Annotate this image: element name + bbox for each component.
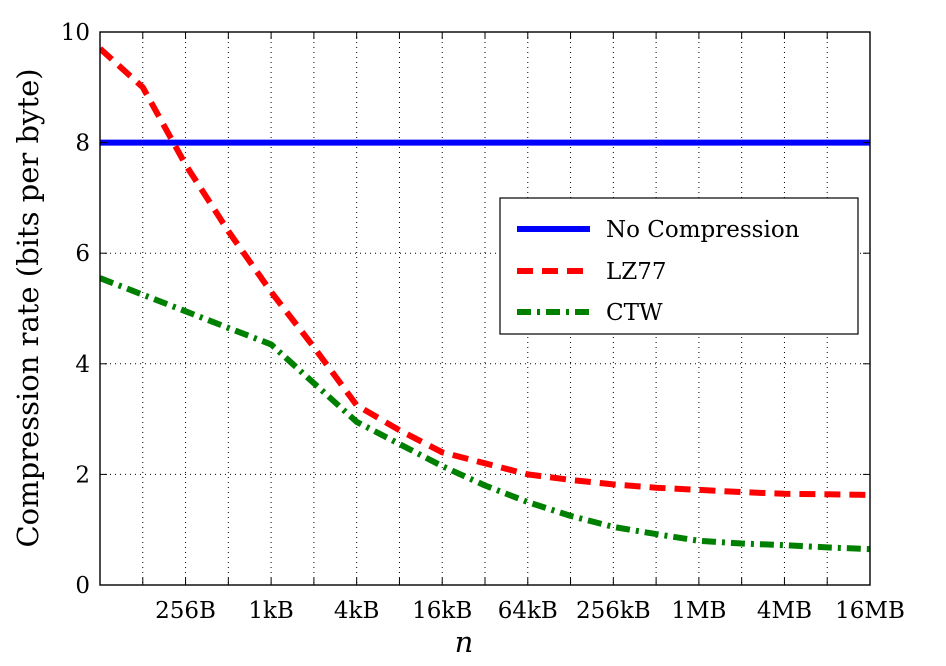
x-tick-label: 4kB: [334, 598, 379, 624]
x-tick-label: 256kB: [576, 598, 651, 624]
x-tick-label: 1kB: [248, 598, 293, 624]
x-tick-label: 1MB: [671, 598, 726, 624]
y-axis-title: Compression rate (bits per byte): [11, 68, 45, 547]
y-tick-label: 10: [61, 20, 90, 46]
series-line-lz77: [100, 46, 870, 498]
x-axis-title: n: [455, 625, 474, 659]
x-tick-label: 64kB: [498, 598, 558, 624]
x-tick-label: 16MB: [835, 598, 905, 624]
legend: No Compression LZ77 CTW: [499, 197, 859, 335]
legend-label-no-compression: No Compression: [606, 217, 800, 243]
ticks: [99, 31, 871, 586]
x-tick-label: 256B: [155, 598, 216, 624]
x-tick-label: 16kB: [412, 598, 472, 624]
y-tick-label: 8: [75, 131, 90, 157]
y-tick-label: 6: [75, 241, 90, 267]
x-tick-label: 4MB: [757, 598, 812, 624]
series-line-ctw: [100, 275, 870, 553]
series-layer: [100, 46, 870, 553]
tick-labels: 256B 1kB 4kB 16kB 64kB 256kB 1MB 4MB 16MB 0 2 4 6 8 10: [61, 20, 905, 624]
legend-label-ctw: CTW: [606, 300, 663, 326]
legend-label-lz77: LZ77: [606, 259, 667, 285]
y-tick-label: 0: [75, 573, 90, 599]
y-tick-label: 2: [75, 462, 90, 488]
y-tick-label: 4: [75, 352, 90, 378]
